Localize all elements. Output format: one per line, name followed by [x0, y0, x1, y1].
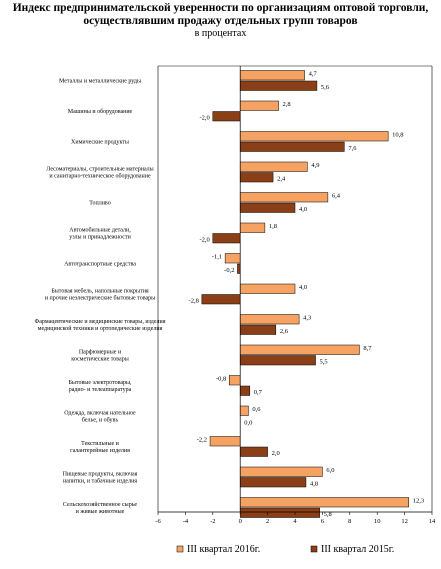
value-label-s2-10: 5,5 [320, 359, 328, 366]
x-tick-label: 6 [321, 518, 325, 525]
value-label-s1-6: 1,8 [269, 223, 277, 230]
value-label-s2-11: 0,7 [254, 389, 263, 396]
value-label-s2-9: 2,6 [280, 328, 289, 335]
value-label-s1-8: 4,0 [299, 284, 307, 291]
bar-s2-4 [239, 172, 274, 183]
x-tick-label: 8 [348, 518, 351, 525]
value-label-s2-13: 2,0 [272, 450, 280, 457]
value-label-s1-10: 8,7 [363, 345, 372, 352]
legend-swatch-2 [310, 545, 318, 553]
x-tick-label: -2 [210, 518, 215, 525]
value-label-s1-4: 4,9 [311, 162, 319, 169]
bar-s2-5 [239, 202, 296, 213]
bar-s1-3 [239, 131, 389, 142]
bar-s2-11 [239, 385, 251, 396]
category-label-3: Химические продукты [71, 140, 129, 146]
bar-s1-4 [239, 161, 308, 172]
x-tick-label: 10 [374, 518, 381, 525]
bar-s1-8 [239, 283, 296, 294]
bar-s2-7 [237, 263, 241, 274]
value-label-s1-5: 6,4 [332, 193, 341, 200]
bar-s1-7 [224, 253, 241, 264]
chart-subtitle: в процентах [194, 28, 247, 39]
value-label-s1-9: 4,3 [303, 315, 311, 322]
bar-s1-12 [239, 405, 249, 416]
value-label-s1-7: -1,1 [212, 254, 222, 261]
category-label-10: Парфюмерные и косметические товары [71, 349, 129, 363]
value-label-s1-12: 0,6 [252, 406, 261, 413]
category-label-9: Фармацевтические и медицинские товары, и… [35, 319, 166, 332]
bar-s2-1 [239, 80, 318, 91]
value-label-s2-7: -0,2 [224, 267, 234, 274]
x-tick-label: 12 [401, 518, 408, 525]
category-label-12: Одежда, включая нательное белье, и обувь [64, 411, 136, 424]
bar-s1-10 [239, 344, 360, 355]
value-label-s2-14: 4,8 [310, 481, 318, 488]
value-label-s1-3: 10,8 [392, 132, 403, 139]
bar-s1-14 [239, 466, 323, 477]
legend-label-2: III квартал 2015г. [321, 544, 394, 555]
bar-s1-13 [209, 436, 241, 447]
category-label-7: Автотранспортные средства [64, 262, 136, 268]
value-label-s1-1: 4,7 [309, 71, 318, 78]
x-tick-label: -6 [155, 518, 161, 525]
value-label-s2-12: 0,0 [244, 420, 252, 427]
category-label-11: Бытовые электротовары, радио- и телеаппар… [68, 380, 132, 393]
bar-s2-13 [239, 446, 268, 457]
x-tick-label: 4 [293, 518, 297, 525]
bar-s1-11 [228, 375, 241, 386]
value-label-s2-3: 7,6 [348, 145, 357, 152]
bar-s2-2 [212, 111, 241, 122]
x-tick-label: 14 [429, 518, 436, 525]
value-label-s2-8: -2,8 [189, 298, 199, 305]
bar-s2-9 [239, 324, 277, 335]
category-label-14: Пищевые продукты, включая напитки, и таба… [63, 472, 138, 485]
value-label-s1-14: 6,0 [326, 467, 334, 474]
bar-s1-9 [239, 314, 300, 325]
bar-s1-6 [239, 222, 266, 233]
bar-s2-8 [201, 294, 241, 305]
category-label-5: Топливо [89, 201, 110, 207]
bar-s2-6 [212, 233, 241, 244]
value-label-s1-15: 12,3 [413, 498, 424, 505]
value-label-s2-1: 5,6 [321, 84, 330, 91]
bar-s1-5 [239, 192, 329, 203]
category-label-6: Автомобильные детали, узлы и принадлежнос… [69, 227, 131, 241]
legend-label-1: III квартал 2016г. [187, 544, 260, 555]
value-label-s2-5: 4,0 [299, 206, 307, 213]
legend-swatch-1 [176, 545, 184, 553]
value-label-s2-2: -2,0 [200, 115, 210, 122]
value-label-s2-6: -2,0 [200, 237, 210, 244]
x-tick-label: 0 [239, 518, 242, 525]
bar-s1-15 [239, 497, 409, 508]
bar-s2-15 [239, 507, 320, 518]
x-tick-label: -4 [183, 518, 189, 525]
value-label-s1-11: -0,8 [216, 376, 226, 383]
value-label-s2-15: 5,8 [324, 511, 332, 518]
bar-s1-2 [239, 100, 279, 111]
category-label-1: Металлы и металлические руды [59, 79, 141, 85]
bar-s2-14 [239, 477, 307, 488]
bar-s2-3 [239, 141, 345, 152]
value-label-s1-2: 2,8 [283, 101, 291, 108]
x-tick-label: 2 [266, 518, 269, 525]
bar-s1-1 [239, 70, 305, 81]
category-label-15: Сельскохозяйственное сырье и живые животн… [63, 501, 138, 515]
category-label-4: Лесоматериалы, строительные материалы и с… [46, 167, 153, 180]
bar-s2-10 [239, 355, 316, 366]
category-label-2: Машины и оборудование [68, 108, 133, 115]
category-label-13: Текстильные и галантерейные изделия [70, 441, 130, 454]
category-label-8: Бытовая мебель, напольные покрытия и проч… [45, 288, 155, 302]
chart-title: Индекс предпринимательской уверенности п… [12, 2, 429, 27]
value-label-s1-13: -2,2 [197, 437, 207, 444]
value-label-s2-4: 2,4 [277, 176, 286, 183]
